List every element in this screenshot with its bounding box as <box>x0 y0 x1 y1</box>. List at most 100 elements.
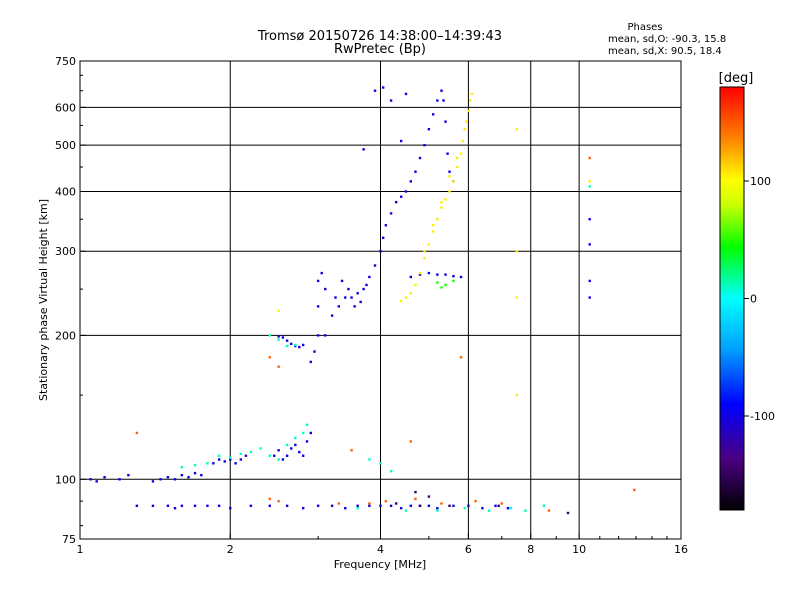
data-point <box>239 452 243 456</box>
data-point <box>180 465 184 469</box>
data-point <box>193 504 197 508</box>
data-point <box>452 504 455 508</box>
data-point <box>268 497 271 501</box>
data-point <box>350 449 353 452</box>
y-tick-label: 75 <box>62 533 76 546</box>
data-point <box>347 287 350 291</box>
data-point <box>404 190 408 193</box>
data-point <box>166 476 170 479</box>
data-point <box>418 504 422 508</box>
data-point <box>444 283 447 287</box>
data-point <box>427 271 431 275</box>
data-point <box>399 139 403 143</box>
data-point <box>362 148 365 151</box>
data-point <box>440 206 443 209</box>
data-point <box>409 292 412 295</box>
data-point <box>414 283 417 287</box>
x-tick-label: 1 <box>77 543 84 556</box>
data-point <box>368 504 371 508</box>
chart-subtitle: RwPretec (Bp) <box>334 42 426 57</box>
data-point <box>515 296 518 299</box>
data-point <box>305 423 309 427</box>
x-axis-ticks: 1 2 4 6 8 10 16 <box>77 533 688 556</box>
data-point <box>427 127 431 131</box>
data-point <box>384 499 388 503</box>
data-point <box>431 230 435 233</box>
data-point <box>588 156 591 160</box>
data-point <box>313 350 316 353</box>
data-point <box>309 431 312 435</box>
data-point <box>440 286 443 289</box>
data-point <box>344 296 347 299</box>
data-point <box>442 99 445 102</box>
y-tick-label: 100 <box>55 473 76 486</box>
data-point <box>356 292 359 295</box>
data-point <box>588 185 591 188</box>
data-point <box>290 447 293 450</box>
data-point <box>633 488 636 492</box>
data-point <box>277 309 280 313</box>
data-point <box>452 274 455 278</box>
data-point <box>389 212 393 215</box>
data-point <box>180 473 184 477</box>
data-point <box>277 365 280 368</box>
data-point <box>423 250 426 253</box>
data-point <box>399 299 403 303</box>
data-point <box>301 454 305 457</box>
data-point <box>180 504 184 508</box>
data-point <box>368 275 371 279</box>
data-point <box>135 504 139 508</box>
data-point <box>506 506 510 510</box>
data-point <box>436 273 439 276</box>
colorbar <box>719 86 745 511</box>
data-point <box>206 462 209 465</box>
data-point <box>277 338 280 341</box>
data-point <box>436 99 439 102</box>
y-tick-label: 200 <box>55 329 76 342</box>
y-tick-label: 750 <box>55 55 76 68</box>
data-point <box>452 180 455 183</box>
data-point <box>418 271 422 275</box>
data-point <box>373 264 377 267</box>
data-point <box>337 305 341 308</box>
data-point <box>431 224 435 227</box>
data-point <box>324 287 327 291</box>
data-point <box>440 502 443 505</box>
data-point <box>456 156 459 160</box>
data-point <box>409 504 412 508</box>
data-point <box>427 243 431 246</box>
data-point <box>259 447 262 450</box>
x-tick-label: 10 <box>572 543 586 556</box>
x-tick-label: 8 <box>527 543 534 556</box>
data-point <box>193 471 197 475</box>
data-point <box>389 469 393 473</box>
data-point <box>414 490 417 494</box>
data-point <box>427 495 431 498</box>
data-point <box>301 506 305 510</box>
data-point <box>309 360 312 364</box>
data-point <box>394 200 398 204</box>
data-point <box>229 456 232 459</box>
y-tick-label: 600 <box>55 101 76 114</box>
data-point <box>588 218 591 221</box>
data-point <box>151 480 155 483</box>
y-tick-label: 400 <box>55 185 76 198</box>
data-point <box>404 92 408 96</box>
data-point <box>337 502 341 505</box>
data-point <box>463 506 466 510</box>
data-point <box>379 250 382 253</box>
data-point <box>159 478 162 481</box>
data-point <box>173 478 177 481</box>
data-point <box>461 139 465 143</box>
data-point <box>268 504 271 508</box>
data-point <box>456 165 459 169</box>
data-point <box>448 190 451 193</box>
data-point <box>381 236 385 240</box>
data-point <box>234 462 237 465</box>
data-points <box>89 86 636 515</box>
data-point <box>365 283 368 287</box>
data-point <box>444 273 447 276</box>
x-axis-label: Frequency [MHz] <box>334 558 426 571</box>
data-point <box>229 506 232 510</box>
data-point <box>285 443 289 447</box>
